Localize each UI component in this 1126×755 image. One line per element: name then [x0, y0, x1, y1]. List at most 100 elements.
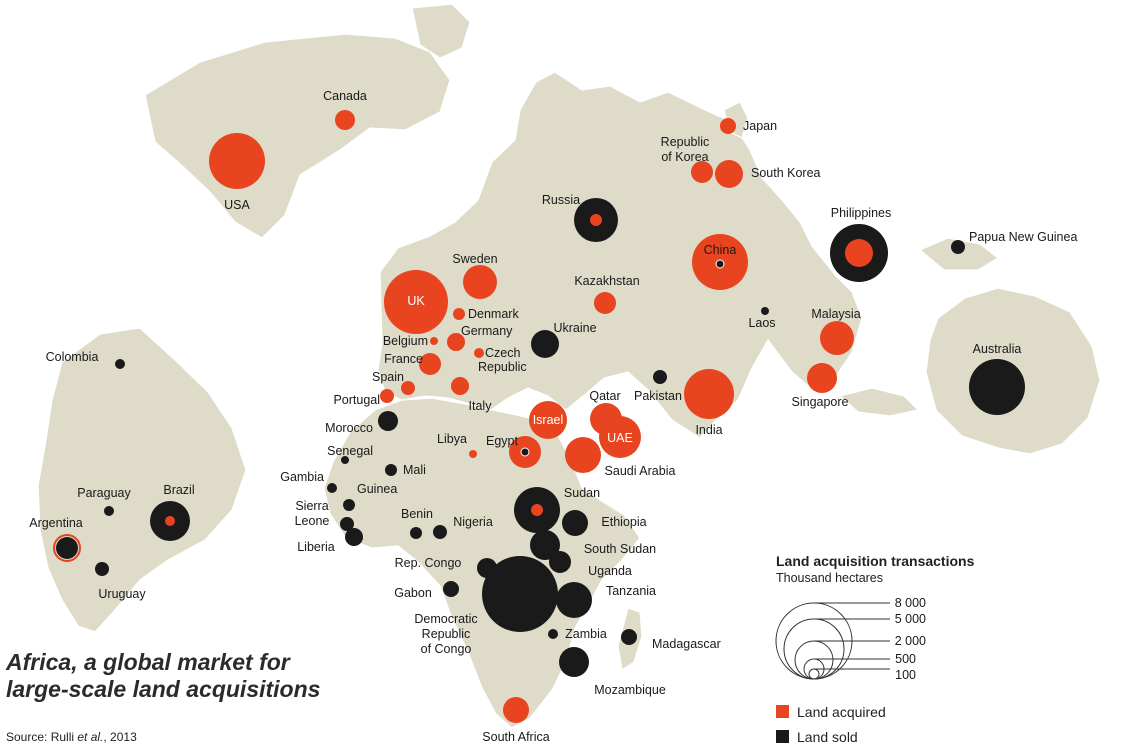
label-republic-of-korea-line1: Republic: [661, 135, 710, 149]
label-czech-republic: Czech Republic: [478, 346, 527, 374]
label-india: India: [695, 423, 722, 437]
symbol-sold-morocco: [378, 411, 398, 431]
label-china: China: [704, 243, 737, 257]
symbol-sold-nigeria: [433, 525, 447, 539]
symbol-acquired-czech-republic: [474, 348, 484, 358]
label-drc-line2: Republic: [422, 627, 471, 641]
scale-label-5000: 5 000: [895, 612, 926, 626]
symbol-sold-tanzania: [556, 582, 592, 618]
symbol-acquired-sweden: [463, 265, 497, 299]
symbol-sold-paraguay: [104, 506, 114, 516]
label-philippines: Philippines: [831, 206, 891, 220]
symbol-acquired-malaysia: [820, 321, 854, 355]
label-mozambique: Mozambique: [594, 683, 666, 697]
label-benin: Benin: [401, 507, 433, 521]
symbol-sold-benin: [410, 527, 422, 539]
symbol-sold-guinea: [343, 499, 355, 511]
label-liberia: Liberia: [297, 540, 335, 554]
symbol-sold-gambia: [327, 483, 337, 493]
scale-label-8000: 8 000: [895, 596, 926, 610]
label-ukraine: Ukraine: [553, 321, 596, 335]
symbol-sold-colombia: [115, 359, 125, 369]
label-sweden: Sweden: [452, 252, 497, 266]
label-laos: Laos: [748, 316, 775, 330]
symbol-sold-pakistan: [653, 370, 667, 384]
symbol-acquired-canada: [335, 110, 355, 130]
symbol-acquired-belgium: [430, 337, 438, 345]
label-uk: UK: [407, 294, 425, 308]
label-japan: Japan: [743, 119, 777, 133]
label-republic-of-korea: Republic of Korea: [661, 135, 710, 164]
scale-label-500: 500: [895, 652, 916, 666]
label-drc-line3: of Congo: [421, 642, 472, 656]
greenland-land: [411, 3, 471, 59]
sold-swatch: [776, 730, 789, 743]
label-pakistan: Pakistan: [634, 389, 682, 403]
symbol-acquired-portugal: [380, 389, 394, 403]
label-russia: Russia: [542, 193, 580, 207]
legend-sold: Land sold: [776, 729, 858, 745]
label-belgium: Belgium: [383, 334, 428, 348]
label-spain: Spain: [372, 370, 404, 384]
legend-scale-labels: 8 000 5 000 2 000 500 100: [895, 596, 926, 682]
new-guinea-land: [918, 237, 1000, 271]
label-malaysia: Malaysia: [811, 307, 860, 321]
symbol-acquired-usa: [209, 133, 265, 189]
eurasia-land: [377, 71, 863, 439]
symbol-acquired-france: [419, 353, 441, 375]
symbol-acquired-singapore: [807, 363, 837, 393]
label-czech-republic-line2: Republic: [478, 360, 527, 374]
symbol-acquired-germany: [447, 333, 465, 351]
symbol-sold-china: [715, 259, 725, 269]
symbol-acquired-india: [684, 369, 734, 419]
symbol-sold-laos: [761, 307, 769, 315]
label-south-africa: South Africa: [482, 730, 549, 744]
map-title-line1: Africa, a global market for: [6, 649, 290, 675]
symbol-acquired-south-korea: [715, 160, 743, 188]
label-egypt: Egypt: [486, 434, 518, 448]
symbol-sold-argentina: [56, 537, 78, 559]
label-sierra-leone-line1: Sierra: [295, 499, 328, 513]
label-guinea: Guinea: [357, 482, 397, 496]
label-israel: Israel: [533, 413, 564, 427]
symbol-sold-democratic-republic-of-congo: [482, 556, 558, 632]
symbol-acquired-italy: [451, 377, 469, 395]
symbol-sold-uganda: [549, 551, 571, 573]
symbol-sold-sierra-leone: [340, 517, 354, 531]
label-zambia: Zambia: [565, 627, 607, 641]
label-paraguay: Paraguay: [77, 486, 131, 500]
symbol-sold-mozambique: [559, 647, 589, 677]
symbol-sold-papua-new-guinea: [951, 240, 965, 254]
legend-subtitle: Thousand hectares: [776, 571, 884, 585]
label-south-sudan: South Sudan: [584, 542, 656, 556]
label-france: France: [384, 352, 423, 366]
symbol-sold-egypt: [520, 447, 530, 457]
scale-label-100: 100: [895, 668, 916, 682]
label-south-korea: South Korea: [751, 166, 821, 180]
label-democratic-republic-of-congo: Democratic Republic of Congo: [414, 612, 477, 656]
country-labels: Canada USA Japan Republic of Korea South …: [29, 89, 1077, 744]
label-usa: USA: [224, 198, 250, 212]
label-papua-new-guinea: Papua New Guinea: [969, 230, 1077, 244]
label-germany: Germany: [461, 324, 513, 338]
label-nigeria: Nigeria: [453, 515, 493, 529]
symbol-acquired-uk: [384, 270, 448, 334]
label-canada: Canada: [323, 89, 367, 103]
symbol-acquired-libya: [469, 450, 477, 458]
symbol-acquired-argentina: [53, 534, 81, 562]
label-colombia: Colombia: [46, 350, 99, 364]
label-sudan: Sudan: [564, 486, 600, 500]
symbol-acquired-sudan: [531, 504, 543, 516]
label-czech-republic-line1: Czech: [485, 346, 520, 360]
legend-acquired-label: Land acquired: [797, 704, 886, 720]
label-madagascar: Madagascar: [652, 637, 721, 651]
label-morocco: Morocco: [325, 421, 373, 435]
label-uruguay: Uruguay: [98, 587, 146, 601]
symbol-acquired-japan: [720, 118, 736, 134]
symbol-acquired-russia: [590, 214, 602, 226]
symbol-sold-liberia: [345, 528, 363, 546]
acquired-swatch: [776, 705, 789, 718]
legend-sold-label: Land sold: [797, 729, 858, 745]
label-sierra-leone: Sierra Leone: [295, 499, 330, 528]
